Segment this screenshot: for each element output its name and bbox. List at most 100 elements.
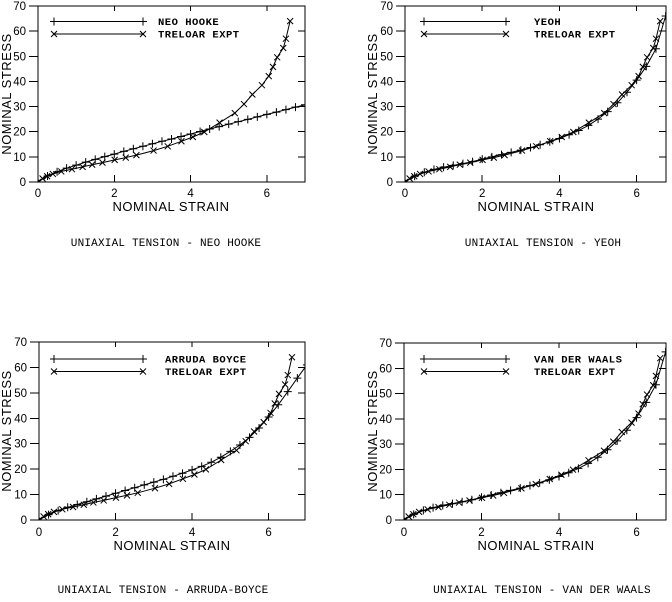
legend-sample-model <box>420 17 510 26</box>
y-tick-label: 50 <box>379 389 392 401</box>
x-tick-label: 4 <box>189 527 196 539</box>
x-axis-title: NOMINAL STRAIN <box>113 538 230 553</box>
x-tick-label: 0 <box>402 188 408 200</box>
x-tick-label: 6 <box>264 188 270 200</box>
model-series-line <box>404 347 666 520</box>
x-tick-label: 0 <box>36 527 42 539</box>
experiment-series-line <box>39 357 293 520</box>
x-markers <box>39 353 296 520</box>
y-tick-label: 10 <box>14 490 27 502</box>
x-axis-title: NOMINAL STRAIN <box>477 199 594 214</box>
axis-tick-labels: 0 10 20 30 40 50 60 70 0 2 4 6 <box>14 337 272 539</box>
chart-van-der-waals: 0 10 20 30 40 50 60 70 0 2 4 6 NOMINAL STRESS NOMIN… <box>365 338 667 597</box>
legend-sample-expt <box>50 368 147 375</box>
y-tick-label: 60 <box>379 363 392 375</box>
model-series <box>404 347 666 520</box>
plot-frame <box>404 5 667 183</box>
y-tick-label: 60 <box>14 362 27 374</box>
x-markers <box>38 17 294 182</box>
plot-frame <box>37 5 306 183</box>
axis-tick-labels: 0 10 20 30 40 50 60 70 0 2 4 6 <box>379 338 640 539</box>
y-tick-label: 10 <box>380 152 393 164</box>
y-tick-label: 60 <box>13 26 26 38</box>
y-tick-label: 70 <box>14 337 27 349</box>
axis-tick-labels: 0 10 20 30 40 50 60 70 0 2 4 6 <box>380 1 640 200</box>
plus-marker <box>420 17 510 26</box>
x-markers <box>405 17 664 182</box>
y-tick-label: 30 <box>379 439 392 451</box>
chart-caption: UNIAXIAL TENSION - NEO HOOKE <box>71 238 262 250</box>
y-tick-label: 20 <box>379 464 392 476</box>
legend-label-model: VAN DER WAALS <box>534 355 622 367</box>
legend-label-model: NEO HOOKE <box>158 17 219 29</box>
x-tick-label: 0 <box>401 527 407 539</box>
legend-sample-model <box>50 355 147 363</box>
y-axis-title: NOMINAL STRESS <box>365 33 380 154</box>
x-marker <box>420 368 510 375</box>
y-tick-label: 70 <box>380 1 393 13</box>
legend-sample-model <box>50 17 147 26</box>
y-tick-label: 20 <box>13 127 26 139</box>
axis-ticks <box>30 341 305 521</box>
model-series-line <box>38 104 305 182</box>
chart-caption: UNIAXIAL TENSION - YEOH <box>465 238 621 250</box>
plus-markers <box>38 100 305 182</box>
x-markers <box>404 354 664 520</box>
x-tick-label: 6 <box>633 527 639 539</box>
experiment-series <box>404 354 664 520</box>
legend-sample-expt <box>420 30 510 38</box>
model-series-line <box>39 366 305 520</box>
y-tick-label: 50 <box>14 388 27 400</box>
x-axis-title: NOMINAL STRAIN <box>112 199 229 214</box>
y-tick-label: 10 <box>13 152 26 164</box>
legend-label-expt: TRELOAR EXPT <box>534 30 616 42</box>
legend-sample-model <box>420 355 510 363</box>
chart-caption: UNIAXIAL TENSION - ARRUDA-BOYCE <box>58 585 269 597</box>
y-tick-label: 40 <box>14 413 27 425</box>
chart-caption: UNIAXIAL TENSION - VAN DER WAALS <box>433 585 651 597</box>
legend-label-expt: TRELOAR EXPT <box>165 367 247 379</box>
plus-marker <box>420 355 510 363</box>
y-tick-label: 40 <box>13 76 26 88</box>
x-marker <box>50 368 147 375</box>
x-tick-label: 6 <box>633 188 639 200</box>
x-tick-label: 2 <box>478 527 484 539</box>
chart-arruda-boyce: 0 10 20 30 40 50 60 70 0 2 4 6 NOMINAL STRESS NOMIN… <box>0 337 306 597</box>
legend-label-expt: TRELOAR EXPT <box>534 367 616 379</box>
y-tick-label: 70 <box>379 338 392 350</box>
y-tick-label: 10 <box>379 490 392 502</box>
y-tick-label: 0 <box>20 177 26 189</box>
y-tick-label: 20 <box>14 464 27 476</box>
x-tick-label: 2 <box>111 188 117 200</box>
y-tick-label: 60 <box>380 26 393 38</box>
experiment-series <box>39 353 296 520</box>
y-tick-label: 0 <box>386 515 392 527</box>
x-marker <box>50 30 147 38</box>
model-series <box>38 100 305 182</box>
plot-frame <box>403 342 667 521</box>
x-axis-title: NOMINAL STRAIN <box>477 538 594 553</box>
x-tick-label: 4 <box>187 188 194 200</box>
plus-markers <box>39 364 305 520</box>
y-tick-label: 70 <box>13 1 26 13</box>
axis-ticks <box>395 342 666 521</box>
x-tick-label: 4 <box>556 527 563 539</box>
y-tick-label: 30 <box>14 439 27 451</box>
y-tick-label: 40 <box>379 414 392 426</box>
y-tick-label: 20 <box>380 127 393 139</box>
x-tick-label: 6 <box>265 527 271 539</box>
plus-marker <box>50 355 147 363</box>
y-axis-title: NOMINAL STRESS <box>365 370 380 491</box>
experiment-series-line <box>38 20 291 182</box>
x-tick-label: 2 <box>112 527 118 539</box>
x-tick-label: 4 <box>556 188 563 200</box>
plus-marker <box>50 17 147 26</box>
plot-frame <box>38 341 306 521</box>
y-tick-label: 40 <box>380 76 393 88</box>
x-tick-label: 0 <box>35 188 41 200</box>
experiment-series <box>38 17 294 182</box>
legend-label-model: YEOH <box>534 17 561 29</box>
y-tick-label: 30 <box>380 102 393 114</box>
y-tick-label: 0 <box>21 515 27 527</box>
